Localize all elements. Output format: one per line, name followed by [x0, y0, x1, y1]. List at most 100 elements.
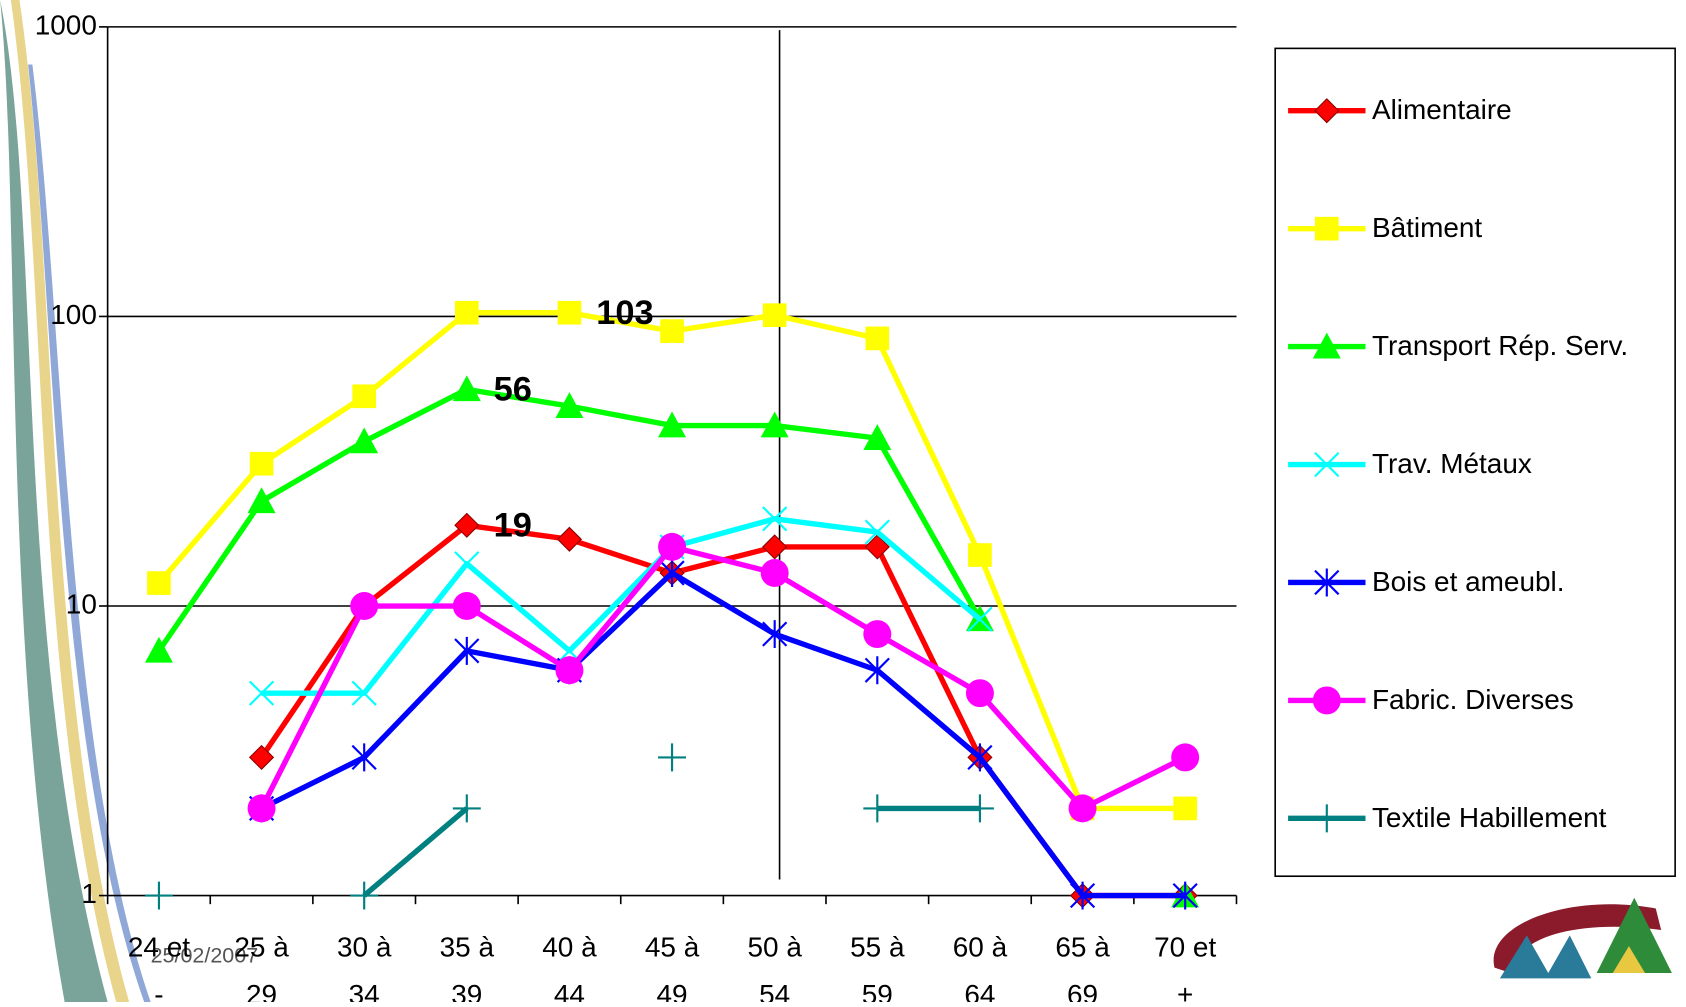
- marker: [965, 679, 994, 708]
- marker: [247, 487, 276, 514]
- marker: [864, 519, 890, 545]
- legend-marker: [1314, 98, 1340, 124]
- data-label: 19: [494, 507, 532, 545]
- x-tick-label: 64: [964, 979, 995, 1002]
- marker: [555, 392, 584, 418]
- x-tick-label: 40 à: [542, 932, 597, 963]
- marker: [762, 534, 788, 560]
- marker: [863, 424, 892, 450]
- marker: [1068, 794, 1097, 823]
- y-tick-label: 1000: [35, 9, 97, 40]
- marker: [350, 881, 379, 910]
- marker: [1172, 881, 1198, 910]
- legend-label: Bâtiment: [1372, 212, 1482, 243]
- series: [144, 743, 994, 910]
- x-tick-label: +: [1177, 979, 1193, 1002]
- legend-marker: [1312, 332, 1341, 359]
- marker: [557, 300, 582, 325]
- marker: [762, 303, 787, 328]
- marker: [658, 532, 687, 561]
- marker: [248, 680, 275, 706]
- x-tick-label: 60 à: [953, 932, 1008, 963]
- marker: [865, 326, 890, 351]
- series: [144, 375, 1200, 908]
- x-tick-label: 70 et: [1154, 932, 1216, 963]
- x-tick-label: 25 à: [234, 932, 289, 963]
- legend-marker: [1314, 216, 1339, 241]
- marker: [452, 592, 481, 620]
- marker: [248, 744, 275, 770]
- marker: [454, 636, 480, 665]
- line: [156, 386, 983, 653]
- legend-marker: [1312, 686, 1341, 715]
- marker: [967, 606, 993, 632]
- x-tick-label: 55 à: [850, 932, 905, 963]
- legend-label: Textile Habillement: [1372, 802, 1607, 833]
- marker: [1069, 881, 1096, 910]
- marker: [351, 680, 377, 706]
- x-tick-label: 39: [451, 979, 482, 1002]
- decoration: [0, 0, 151, 1002]
- legend-label: Fabric. Diverses: [1372, 684, 1574, 715]
- line: [259, 544, 1187, 812]
- marker: [967, 743, 993, 772]
- marker: [452, 794, 481, 823]
- series: [247, 532, 1200, 823]
- marker: [351, 743, 377, 772]
- marker: [863, 620, 892, 649]
- x-tick-label: 29: [246, 979, 277, 1002]
- marker: [144, 881, 173, 910]
- x-tick-label: 49: [657, 979, 688, 1002]
- y-tick-label: 10: [66, 588, 97, 619]
- x-tick-label: -: [154, 979, 163, 1002]
- series: [248, 512, 1198, 909]
- data-label: 56: [494, 371, 532, 409]
- marker: [1173, 796, 1198, 821]
- x-tick-label: 30 à: [337, 932, 392, 963]
- marker: [864, 656, 890, 685]
- marker: [147, 571, 171, 595]
- x-tick-label: 24 et: [128, 932, 190, 963]
- line: [260, 570, 1186, 899]
- x-tick-label: 69: [1067, 979, 1098, 1002]
- x-tick-label: 65 à: [1055, 932, 1110, 963]
- marker: [1171, 743, 1200, 772]
- x-tick-label: 35 à: [440, 932, 495, 963]
- legend-marker: [1312, 804, 1341, 833]
- marker: [760, 411, 789, 438]
- y-tick-label: 100: [50, 299, 97, 330]
- x-tick-label: 50 à: [747, 932, 802, 963]
- marker: [762, 620, 788, 649]
- marker: [247, 794, 276, 823]
- marker: [556, 526, 583, 552]
- marker: [352, 384, 377, 409]
- marker: [864, 534, 890, 560]
- marker: [863, 794, 892, 823]
- marker: [968, 543, 992, 567]
- legend-marker: [1314, 451, 1340, 478]
- marker: [144, 636, 173, 663]
- marker: [965, 794, 994, 823]
- data-label: 103: [596, 294, 653, 332]
- legend-label: Transport Rép. Serv.: [1372, 330, 1628, 361]
- line: [362, 806, 469, 898]
- marker: [658, 743, 687, 772]
- marker: [454, 300, 479, 325]
- x-tick-label: 44: [554, 979, 585, 1002]
- x-tick-label: 45 à: [645, 932, 700, 963]
- series: [147, 300, 1198, 821]
- legend-marker: [1314, 568, 1340, 597]
- marker: [350, 427, 379, 454]
- legend-label: Alimentaire: [1372, 94, 1512, 125]
- x-tick-label: 54: [759, 979, 790, 1002]
- marker: [762, 506, 788, 532]
- x-tick-label: 59: [862, 979, 893, 1002]
- logo: [1493, 897, 1672, 979]
- x-tick-label: 34: [349, 979, 380, 1002]
- marker: [350, 592, 379, 620]
- marker: [658, 411, 687, 438]
- legend-label: Bois et ameubl.: [1372, 566, 1565, 597]
- marker: [452, 375, 481, 402]
- legend-label: Trav. Métaux: [1372, 448, 1532, 479]
